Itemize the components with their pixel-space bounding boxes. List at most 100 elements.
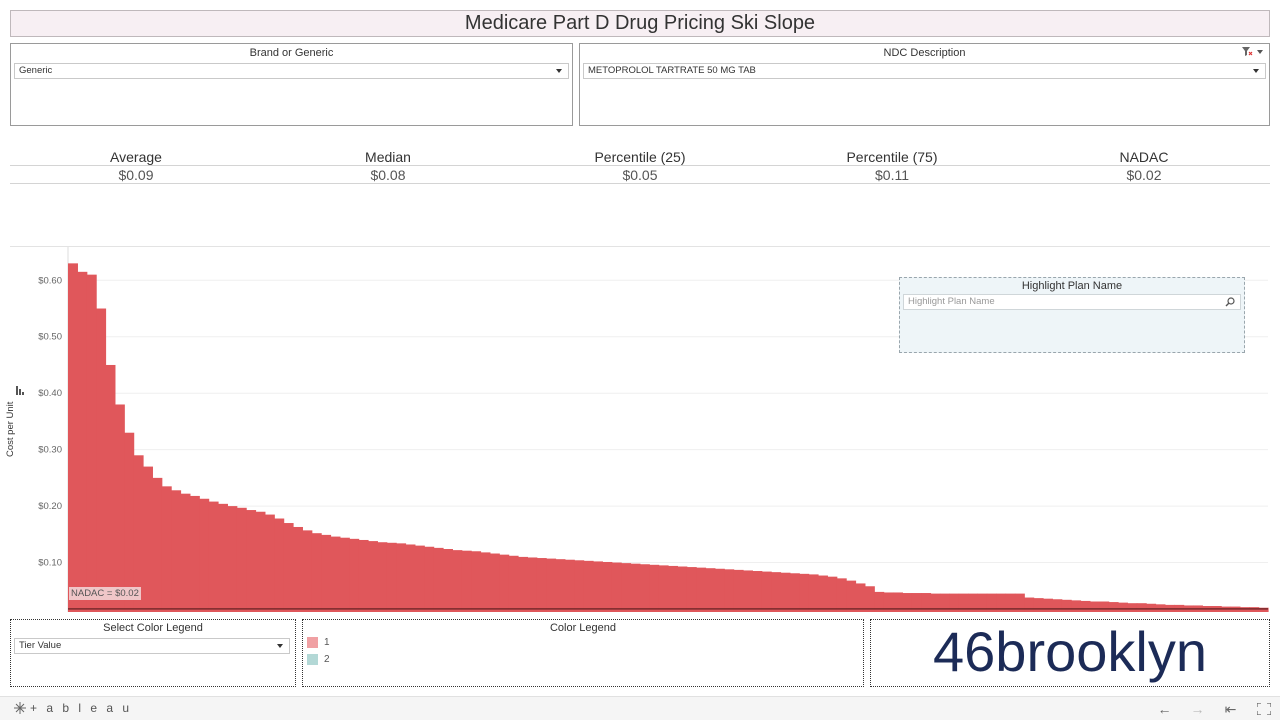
cost-bar[interactable] bbox=[846, 580, 857, 612]
cost-bar[interactable] bbox=[949, 593, 960, 612]
cost-bar[interactable] bbox=[471, 551, 482, 612]
cost-bar[interactable] bbox=[536, 558, 547, 612]
cost-bar[interactable] bbox=[602, 561, 613, 612]
cost-bar[interactable] bbox=[1108, 602, 1119, 612]
cost-bar[interactable] bbox=[855, 583, 866, 612]
cost-bar[interactable] bbox=[611, 562, 622, 612]
cost-bar[interactable] bbox=[1043, 598, 1053, 612]
cost-bar[interactable] bbox=[386, 542, 397, 612]
cost-bar[interactable] bbox=[714, 568, 725, 612]
cost-bar[interactable] bbox=[1080, 600, 1091, 612]
cost-bar[interactable] bbox=[480, 552, 491, 612]
cost-bar[interactable] bbox=[171, 490, 182, 612]
cost-bar[interactable] bbox=[433, 547, 444, 612]
ski-slope-chart[interactable]: $0.00$0.10$0.20$0.30$0.40$0.50$0.60 bbox=[10, 246, 1270, 612]
cost-bar[interactable] bbox=[143, 466, 153, 612]
cost-bar[interactable] bbox=[114, 404, 125, 612]
cost-bar[interactable] bbox=[189, 495, 200, 612]
cost-bar[interactable] bbox=[1118, 602, 1128, 612]
cost-bar[interactable] bbox=[546, 558, 557, 612]
cost-bar[interactable] bbox=[255, 511, 266, 612]
cost-bar[interactable] bbox=[639, 564, 650, 612]
cost-bar[interactable] bbox=[771, 572, 782, 612]
cost-bar[interactable] bbox=[1061, 599, 1072, 612]
cost-bar[interactable] bbox=[902, 593, 913, 612]
cost-bar[interactable] bbox=[1005, 593, 1016, 612]
cost-bar[interactable] bbox=[968, 593, 978, 612]
cost-bar[interactable] bbox=[152, 477, 163, 612]
cost-bar[interactable] bbox=[86, 274, 97, 612]
cost-bar[interactable] bbox=[180, 493, 191, 612]
cost-bar[interactable] bbox=[630, 563, 641, 612]
cost-bar[interactable] bbox=[761, 571, 772, 612]
cost-bar[interactable] bbox=[930, 593, 941, 612]
cost-bar[interactable] bbox=[621, 563, 632, 612]
cost-bar[interactable] bbox=[227, 506, 238, 612]
cost-bar[interactable] bbox=[1146, 603, 1157, 612]
cost-bar[interactable] bbox=[377, 542, 388, 612]
cost-bar[interactable] bbox=[424, 546, 435, 612]
cost-bar[interactable] bbox=[808, 574, 819, 612]
cost-bar[interactable] bbox=[649, 564, 660, 612]
cost-bar[interactable] bbox=[686, 567, 697, 612]
cost-bar[interactable] bbox=[1071, 600, 1082, 612]
cost-bar[interactable] bbox=[818, 575, 828, 612]
axis-sort-icon[interactable] bbox=[16, 386, 24, 397]
cost-bar[interactable] bbox=[677, 566, 688, 613]
cost-bar[interactable] bbox=[443, 549, 453, 612]
undo-icon[interactable]: ← bbox=[1157, 701, 1172, 717]
cost-bar[interactable] bbox=[780, 572, 791, 612]
cost-bar[interactable] bbox=[827, 576, 838, 612]
cost-bar[interactable] bbox=[405, 544, 416, 612]
cost-bar[interactable] bbox=[283, 523, 294, 612]
cost-bar[interactable] bbox=[133, 455, 144, 612]
fullscreen-icon[interactable] bbox=[1247, 700, 1280, 718]
cost-bar[interactable] bbox=[489, 553, 500, 612]
cost-bar[interactable] bbox=[293, 526, 303, 612]
cost-bar[interactable] bbox=[527, 557, 538, 612]
highlight-plan-input[interactable]: Highlight Plan Name bbox=[903, 294, 1241, 310]
brand-generic-select[interactable]: Generic bbox=[14, 63, 569, 79]
cost-bar[interactable] bbox=[199, 498, 210, 612]
cost-bar[interactable] bbox=[555, 559, 566, 612]
cost-bar[interactable] bbox=[264, 514, 275, 612]
cost-bar[interactable] bbox=[236, 507, 247, 612]
cost-bar[interactable] bbox=[1089, 601, 1100, 613]
cost-bar[interactable] bbox=[1024, 597, 1035, 612]
cost-bar[interactable] bbox=[1099, 601, 1110, 613]
legend-item[interactable]: 2 bbox=[307, 654, 330, 665]
cost-bar[interactable] bbox=[668, 565, 678, 612]
ndc-description-select[interactable]: METOPROLOL TARTRATE 50 MG TAB bbox=[583, 63, 1266, 79]
cost-bar[interactable] bbox=[330, 536, 341, 612]
redo-icon[interactable]: → bbox=[1190, 701, 1205, 717]
cost-bar[interactable] bbox=[396, 543, 407, 612]
revert-icon[interactable]: ⇤ bbox=[1224, 700, 1237, 717]
cost-bar[interactable] bbox=[311, 533, 322, 612]
cost-bar[interactable] bbox=[799, 573, 810, 612]
cost-bar[interactable] bbox=[564, 559, 575, 612]
search-icon[interactable] bbox=[1224, 296, 1236, 308]
cost-bar[interactable] bbox=[358, 539, 369, 612]
cost-bar[interactable] bbox=[161, 486, 172, 612]
cost-bar[interactable] bbox=[658, 565, 669, 612]
filter-menu-arrow-icon[interactable] bbox=[1257, 49, 1263, 54]
cost-bar[interactable] bbox=[583, 560, 594, 612]
cost-bar[interactable] bbox=[724, 569, 735, 612]
cost-bar[interactable] bbox=[339, 537, 350, 612]
cost-bar[interactable] bbox=[743, 570, 753, 612]
cost-bar[interactable] bbox=[911, 593, 922, 612]
cost-bar[interactable] bbox=[958, 593, 969, 612]
cost-bar[interactable] bbox=[705, 568, 716, 612]
cost-bar[interactable] bbox=[1014, 593, 1025, 612]
cost-bar[interactable] bbox=[939, 593, 950, 612]
cost-bar[interactable] bbox=[1127, 603, 1138, 612]
cost-bar[interactable] bbox=[1052, 599, 1063, 612]
cost-bar[interactable] bbox=[864, 586, 875, 612]
cost-bar[interactable] bbox=[1033, 598, 1044, 612]
cost-bar[interactable] bbox=[733, 569, 744, 612]
tableau-logo[interactable]: + a b l e a u bbox=[14, 701, 132, 715]
cost-bar[interactable] bbox=[368, 541, 378, 612]
cost-bar[interactable] bbox=[461, 550, 472, 612]
clear-filter-icon[interactable] bbox=[1242, 47, 1253, 56]
cost-bar[interactable] bbox=[696, 567, 707, 612]
